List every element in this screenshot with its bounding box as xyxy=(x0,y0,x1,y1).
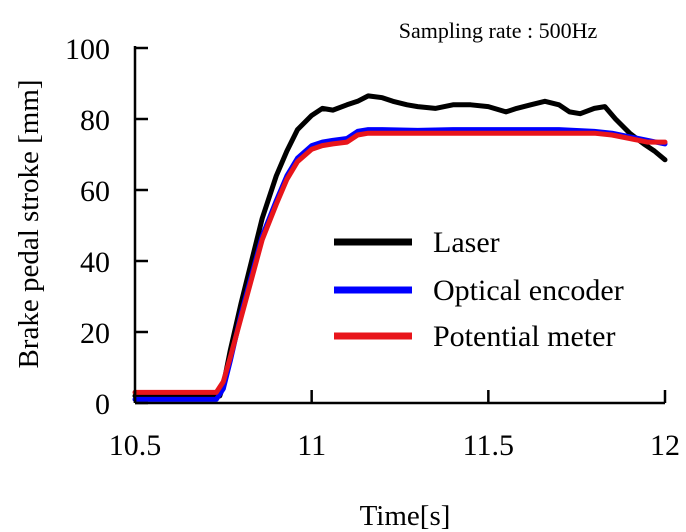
y-axis-label: Brake pedal stroke [mm] xyxy=(13,79,45,368)
y-tick-label: 20 xyxy=(80,317,110,350)
series-line-potential-meter xyxy=(132,130,668,395)
y-tick-label: 80 xyxy=(80,104,110,137)
x-tick-label: 11.5 xyxy=(463,429,514,462)
y-tick-label: 60 xyxy=(80,175,110,208)
plot-series xyxy=(132,93,668,402)
y-tick-label: 0 xyxy=(95,388,110,421)
sampling-rate-annotation: Sampling rate : 500Hz xyxy=(399,18,598,43)
x-axis-label: Time[s] xyxy=(360,500,451,532)
legend: Laser Optical encoder Potential meter xyxy=(334,226,624,353)
legend-label-laser: Laser xyxy=(433,226,500,259)
y-ticks: 0 20 40 60 80 100 xyxy=(65,33,148,421)
x-tick-label: 10.5 xyxy=(109,429,162,462)
x-ticks: 10.5 11 11.5 12 xyxy=(109,390,680,462)
legend-label-potential-meter: Potential meter xyxy=(433,320,615,353)
legend-label-optical-encoder: Optical encoder xyxy=(433,274,624,307)
x-tick-label: 12 xyxy=(650,429,680,462)
y-tick-label: 100 xyxy=(65,33,110,66)
series-line-optical-encoder xyxy=(132,127,668,402)
y-tick-label: 40 xyxy=(80,246,110,279)
series-line-laser xyxy=(132,93,668,399)
x-tick-label: 11 xyxy=(297,429,326,462)
